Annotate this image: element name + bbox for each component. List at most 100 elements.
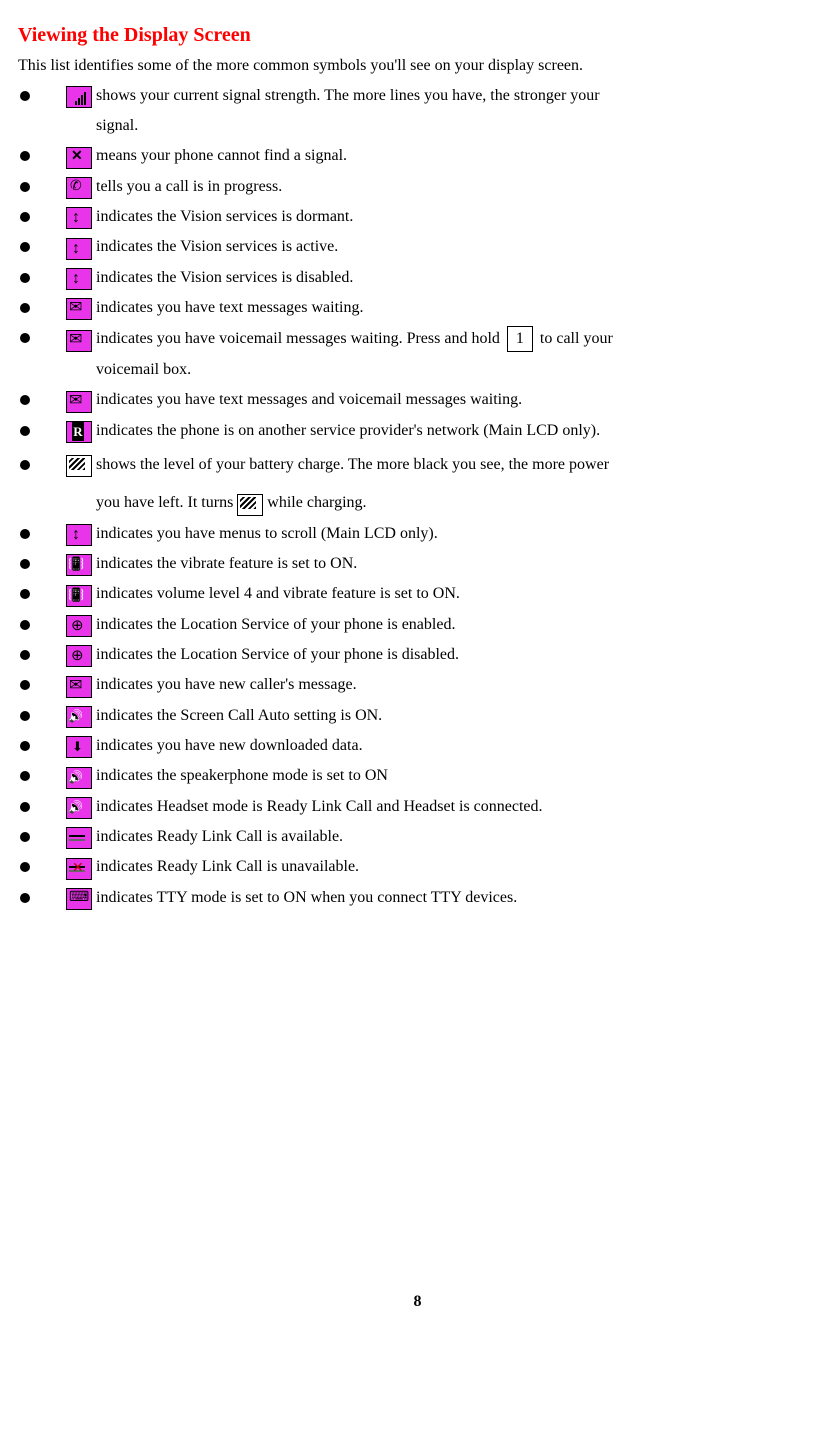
bullet-icon: [20, 680, 30, 690]
item-text: indicates the Location Service of your p…: [92, 646, 459, 663]
loc-on-icon: [66, 645, 92, 667]
item-text: indicates the Screen Call Auto setting i…: [92, 707, 382, 724]
item-text-pre: indicates you have voicemail messages wa…: [92, 330, 504, 347]
bullet-icon: [20, 620, 30, 630]
item-body: indicates the Screen Call Auto setting i…: [60, 704, 817, 728]
document-title: Viewing the Display Screen: [18, 20, 817, 50]
bullet-icon: [20, 395, 30, 405]
battery-icon: [66, 455, 92, 477]
tty-icon: [66, 888, 92, 910]
item-body: indicates Headset mode is Ready Link Cal…: [60, 795, 817, 819]
no-signal-icon: [66, 147, 92, 169]
list-item: indicates the Screen Call Auto setting i…: [18, 704, 817, 728]
item-text: indicates you have new downloaded data.: [92, 737, 363, 754]
vibrate-icon: [66, 585, 92, 607]
item-body: indicates the Location Service of your p…: [60, 613, 817, 637]
item-text: indicates the phone is on another servic…: [92, 422, 600, 439]
list-item: indicates the Vision services is disable…: [18, 266, 817, 290]
list-item: indicates the Vision services is active.: [18, 235, 817, 259]
item-body: indicates the speakerphone mode is set t…: [60, 764, 817, 788]
speaker-icon: [66, 767, 92, 789]
item-body: indicates the Vision services is disable…: [60, 266, 817, 290]
call-icon: [66, 177, 92, 199]
item-body: indicates you have voicemail messages wa…: [60, 326, 817, 382]
speaker-icon: [66, 706, 92, 728]
download-icon: [66, 736, 92, 758]
item-text: indicates the Vision services is active.: [92, 238, 338, 255]
list-item: indicates you have voicemail messages wa…: [18, 326, 817, 382]
item-text: indicates Headset mode is Ready Link Cal…: [92, 798, 543, 815]
envelope-icon: [66, 330, 92, 352]
item-text: shows your current signal strength. The …: [92, 87, 600, 104]
list-item: indicates the Location Service of your p…: [18, 613, 817, 637]
list-item: shows your current signal strength. The …: [18, 84, 817, 138]
item-body: indicates volume level 4 and vibrate fea…: [60, 582, 817, 606]
bullet-icon: [20, 802, 30, 812]
cont-post: while charging.: [263, 494, 366, 511]
item-body: indicates you have new downloaded data.: [60, 734, 817, 758]
list-item: indicates you have text messages waiting…: [18, 296, 817, 320]
bullet-icon: [20, 711, 30, 721]
bullet-icon: [20, 151, 30, 161]
vibrate-icon: [66, 554, 92, 576]
item-body: indicates you have menus to scroll (Main…: [60, 522, 817, 546]
item-text: indicates you have text messages and voi…: [92, 391, 522, 408]
bullet-icon: [20, 303, 30, 313]
list-item: indicates Ready Link Call is available.: [18, 825, 817, 849]
intro-text: This list identifies some of the more co…: [18, 54, 817, 78]
list-item: tells you a call is in progress.: [18, 175, 817, 199]
item-text: indicates TTY mode is set to ON when you…: [92, 889, 517, 906]
list-item: indicates the Vision services is dormant…: [18, 205, 817, 229]
bullet-icon: [20, 426, 30, 436]
item-text: indicates you have menus to scroll (Main…: [92, 525, 438, 542]
item-body: tells you a call is in progress.: [60, 175, 817, 199]
item-text-post: to call your: [536, 330, 613, 347]
item-body: means your phone cannot find a signal.: [60, 144, 817, 168]
item-body: indicates Ready Link Call is unavailable…: [60, 855, 817, 879]
bullet-icon: [20, 741, 30, 751]
item-body: indicates the Vision services is active.: [60, 235, 817, 259]
list-item: indicates volume level 4 and vibrate fea…: [18, 582, 817, 606]
item-continuation: voicemail box.: [66, 358, 817, 382]
envelope-icon: [66, 676, 92, 698]
item-body: indicates you have text messages waiting…: [60, 296, 817, 320]
bullet-icon: [20, 650, 30, 660]
item-body: indicates the Location Service of your p…: [60, 643, 817, 667]
list-item: indicates the speakerphone mode is set t…: [18, 764, 817, 788]
cont-pre: you have left. It turns: [96, 494, 237, 511]
list-item: indicates you have menus to scroll (Main…: [18, 522, 817, 546]
item-text: tells you a call is in progress.: [92, 178, 282, 195]
item-text: indicates you have new caller's message.: [92, 676, 357, 693]
arrows-icon: [66, 238, 92, 260]
item-body: indicates the phone is on another servic…: [60, 419, 817, 443]
item-text: indicates you have text messages waiting…: [92, 299, 363, 316]
signal-bars-icon: [66, 86, 92, 108]
item-body: shows your current signal strength. The …: [60, 84, 817, 138]
item-body: indicates the Vision services is dormant…: [60, 205, 817, 229]
envelope-icon: [66, 391, 92, 413]
bullet-icon: [20, 273, 30, 283]
arrows-icon: [66, 207, 92, 229]
list-item: indicates Ready Link Call is unavailable…: [18, 855, 817, 879]
item-text: indicates the vibrate feature is set to …: [92, 555, 357, 572]
item-text: indicates the Vision services is disable…: [92, 269, 353, 286]
bullet-icon: [20, 91, 30, 101]
arrows-icon: [66, 268, 92, 290]
item-body: indicates the vibrate feature is set to …: [60, 552, 817, 576]
bullet-icon: [20, 529, 30, 539]
bullet-icon: [20, 182, 30, 192]
bullet-icon: [20, 832, 30, 842]
list-item: indicates Headset mode is Ready Link Cal…: [18, 795, 817, 819]
list-item: indicates you have new downloaded data.: [18, 734, 817, 758]
item-body: indicates you have text messages and voi…: [60, 388, 817, 412]
item-text: indicates Ready Link Call is unavailable…: [92, 858, 359, 875]
bullet-icon: [20, 589, 30, 599]
bullet-icon: [20, 771, 30, 781]
item-text: means your phone cannot find a signal.: [92, 147, 347, 164]
ready-link-icon: [66, 827, 92, 849]
ready-link-off-icon: [66, 858, 92, 880]
speaker-icon: [66, 797, 92, 819]
bullet-icon: [20, 212, 30, 222]
item-text: indicates the Vision services is dormant…: [92, 208, 353, 225]
list-item: indicates the phone is on another servic…: [18, 419, 817, 443]
